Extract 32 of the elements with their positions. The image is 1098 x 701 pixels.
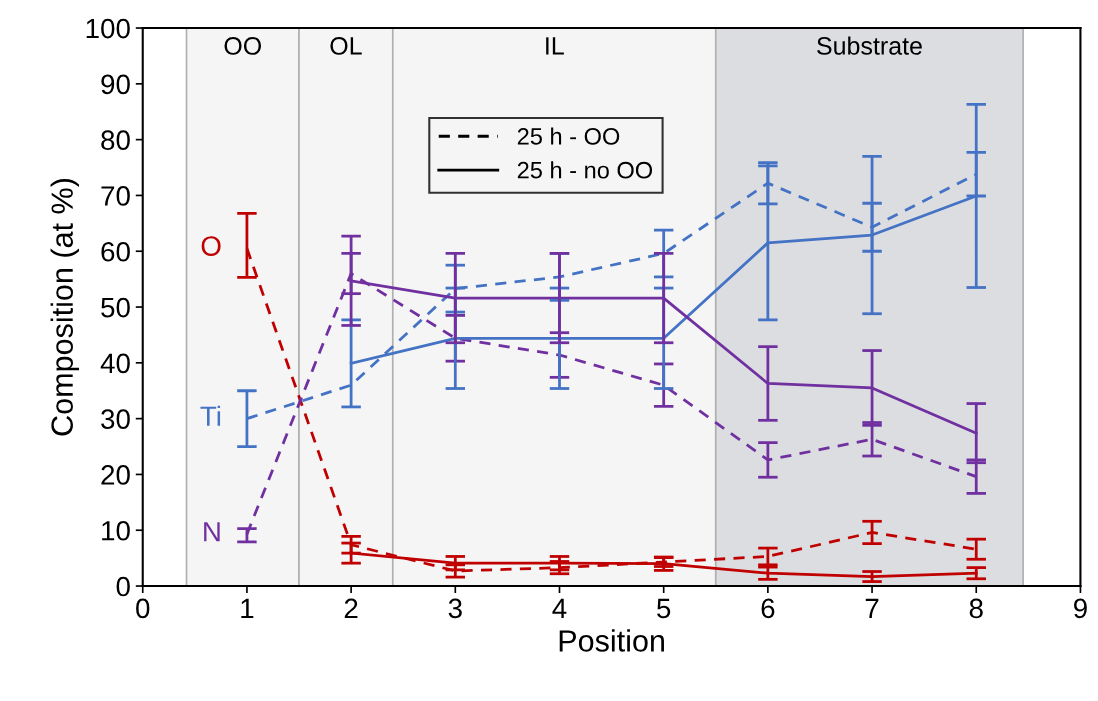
x-tick-label: 3 <box>448 598 462 619</box>
y-tick-label: 90 <box>101 74 130 95</box>
x-tick-label: 0 <box>136 598 150 619</box>
band-label: Substrate <box>817 36 922 55</box>
x-tick-label: 4 <box>552 598 567 618</box>
x-tick-label: 5 <box>657 598 671 619</box>
x-axis-title: Position <box>559 629 664 652</box>
x-tick-label: 8 <box>969 598 983 619</box>
annotation: 25 h - OO <box>517 127 620 145</box>
series-label: N <box>204 522 220 542</box>
band-label: IL <box>546 37 564 55</box>
y-tick-label: 0 <box>116 576 130 597</box>
series-label: Ti <box>200 405 221 426</box>
y-tick-label: 40 <box>100 353 130 374</box>
y-tick-label: 70 <box>101 186 130 206</box>
x-tick-label: 2 <box>344 598 358 618</box>
y-tick-label: 100 <box>86 18 130 39</box>
annotation: 25 h - no OO <box>517 161 653 179</box>
x-tick-label: 7 <box>865 598 879 618</box>
y-tick-label: 50 <box>101 297 130 318</box>
y-tick-label: 30 <box>101 409 130 429</box>
y-tick-label: 20 <box>101 465 130 485</box>
band-label: OL <box>330 37 362 55</box>
x-tick-label: 1 <box>241 598 254 618</box>
y-tick-label: 60 <box>101 241 130 262</box>
y-tick-label: 10 <box>102 520 130 541</box>
x-tick-label: 9 <box>1074 598 1087 619</box>
band-label: OO <box>224 37 262 55</box>
y-tick-label: 80 <box>101 130 130 150</box>
series-label: O <box>201 236 221 256</box>
y-axis-title: Composition (at %) <box>50 179 80 436</box>
x-tick-label: 6 <box>761 598 775 619</box>
